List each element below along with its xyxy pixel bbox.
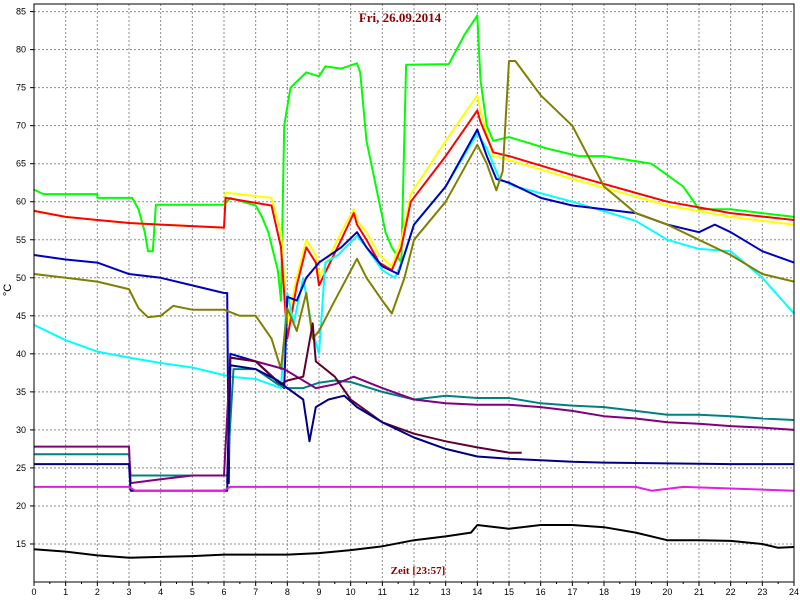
x-axis-label: Zeit [23:57]: [391, 565, 446, 577]
x-tick-label: 13: [441, 587, 451, 597]
plot-frame: [30, 3, 795, 586]
x-tick-label: 20: [662, 587, 672, 597]
y-tick-label: 40: [16, 349, 26, 359]
x-tick-label: 10: [346, 587, 356, 597]
y-tick-label: 35: [16, 387, 26, 397]
x-tick-label: 16: [536, 587, 546, 597]
y-tick-label: 70: [16, 121, 26, 131]
tick-labels: 0 1 2 3 4 5 6 7 8 9 10 11 12 13 14 15 16 17 18 19 20 21 22 23 24…: [16, 7, 799, 597]
x-tick-label: 15: [504, 587, 514, 597]
x-tick-label: 21: [694, 587, 704, 597]
x-tick-label: 2: [95, 587, 100, 597]
x-tick-label: 9: [316, 587, 321, 597]
x-tick-label: 6: [221, 587, 226, 597]
y-axis-label: °C: [2, 284, 14, 296]
series-line-8: [34, 356, 795, 485]
series-line-9: [226, 322, 522, 484]
y-tick-label: 50: [16, 273, 26, 283]
x-tick-label: 23: [757, 587, 767, 597]
y-tick-label: 30: [16, 425, 26, 435]
y-tick-label: 85: [16, 7, 26, 17]
x-tick-label: 3: [126, 587, 131, 597]
x-tick-label: 1: [63, 587, 68, 597]
x-tick-label: 14: [472, 587, 482, 597]
x-tick-label: 11: [378, 587, 387, 597]
y-tick-label: 65: [16, 159, 26, 169]
x-tick-label: 0: [31, 587, 36, 597]
y-tick-label: 15: [16, 539, 26, 549]
y-tick-label: 60: [16, 197, 26, 207]
x-tick-label: 18: [599, 587, 609, 597]
x-tick-label: 12: [409, 587, 419, 597]
chart-title: Fri, 26.09.2014: [359, 10, 442, 25]
x-tick-label: 19: [631, 587, 641, 597]
y-tick-label: 80: [16, 45, 26, 55]
series-line-11: [34, 485, 795, 492]
x-tick-label: 7: [253, 587, 258, 597]
series-line-10: [34, 364, 794, 492]
series-line-3: [33, 109, 795, 340]
series-layer: [33, 14, 795, 559]
series-line-12: [33, 524, 795, 559]
y-tick-label: 25: [16, 463, 26, 473]
x-tick-label: 4: [158, 587, 163, 597]
y-tick-label: 75: [16, 83, 26, 93]
y-tick-label: 45: [16, 311, 26, 321]
x-tick-label: 24: [789, 587, 799, 597]
y-tick-label: 55: [16, 235, 26, 245]
x-tick-label: 5: [190, 587, 195, 597]
series-line-6: [33, 60, 795, 371]
series-line-1: [33, 14, 795, 302]
y-tick-label: 20: [16, 501, 26, 511]
plot-border: [33, 3, 795, 583]
x-tick-label: 17: [567, 587, 577, 597]
x-tick-label: 22: [726, 587, 736, 597]
x-tick-label: 8: [285, 587, 290, 597]
